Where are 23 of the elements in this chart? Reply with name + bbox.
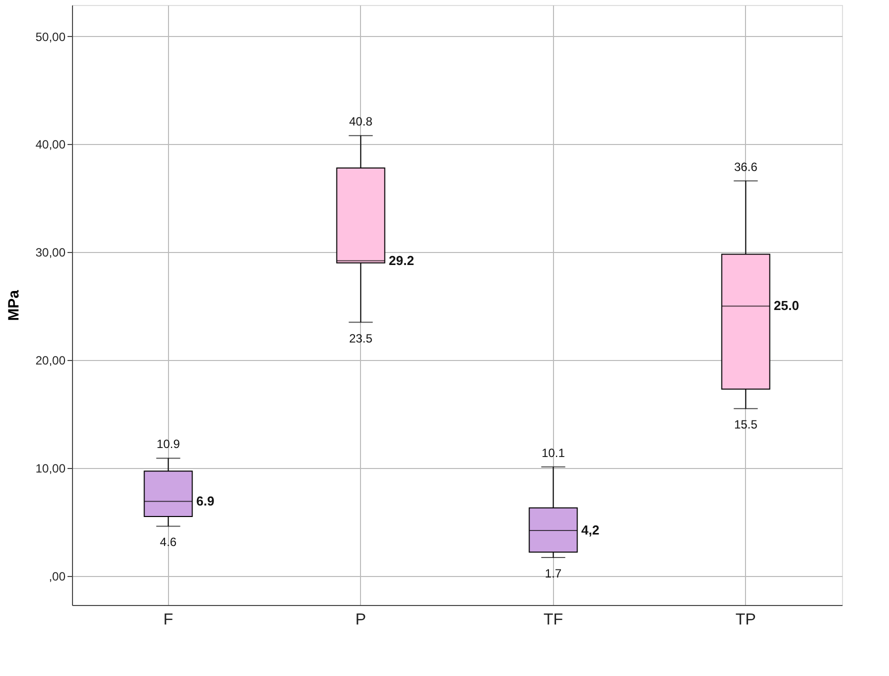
annotation: 25.0 [774, 298, 800, 314]
x-tick-label: TF [543, 612, 564, 628]
annotation: 40.8 [349, 114, 373, 129]
annotation: 10.9 [156, 437, 180, 452]
y-tick-label: 30,00 [35, 246, 66, 260]
x-tick-label: TP [736, 612, 756, 628]
annotation: 4.6 [160, 535, 177, 550]
annotation: 1.7 [544, 566, 562, 581]
y-tick-label: 50,00 [35, 30, 66, 44]
annotation: 36.6 [734, 160, 758, 174]
y-tick-label: 20,00 [35, 354, 66, 368]
annotation: 23.5 [349, 331, 373, 346]
y-tick-label: 10,00 [35, 461, 66, 476]
y-axis-title: MPa [5, 289, 22, 321]
annotation: 6.9 [196, 493, 214, 508]
annotation: 4,2 [581, 522, 600, 538]
y-tick-label: 40,00 [35, 138, 66, 152]
y-tick-label: ,00 [48, 569, 66, 584]
annotation: 15.5 [734, 418, 758, 432]
annotation: 10.1 [542, 446, 566, 460]
x-tick-label: F [163, 612, 174, 628]
x-tick-label: P [355, 612, 366, 628]
annotation: 29.2 [388, 252, 414, 268]
